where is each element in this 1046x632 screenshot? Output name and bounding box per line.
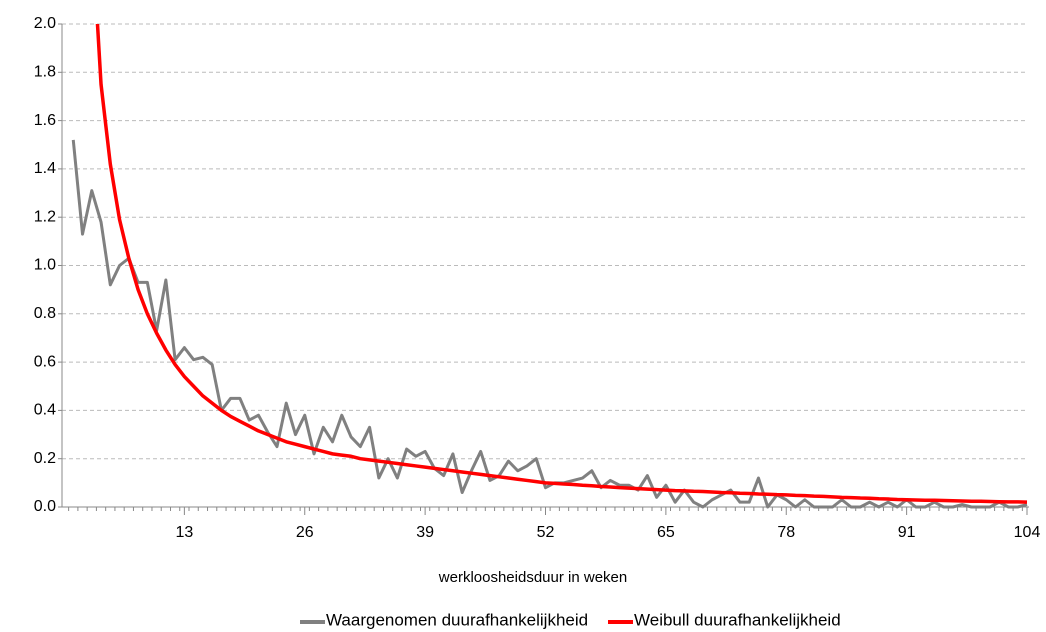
y-tick-label: 0.0 [34, 498, 56, 515]
y-tick-label: 2.0 [34, 15, 56, 32]
x-tick-label: 104 [1014, 524, 1041, 541]
y-tick-label: 1.8 [34, 64, 56, 81]
series-line [95, 24, 1028, 504]
legend-label: Weibull duurafhankelijkheid [634, 610, 841, 629]
y-tick-label: 0.8 [34, 305, 56, 322]
y-tick-label: 1.0 [34, 257, 56, 274]
y-tick-label: 0.6 [34, 353, 56, 370]
y-tick-label: 0.2 [34, 450, 56, 467]
y-tick-label: 1.4 [34, 160, 56, 177]
x-tick-label: 13 [175, 524, 193, 541]
x-axis-label: werkloosheidsduur in weken [438, 569, 627, 586]
plot-area [71, 24, 1028, 509]
x-tick-label: 52 [537, 524, 555, 541]
series-line [71, 139, 1028, 509]
legend-label: Waargenomen duurafhankelijkheid [326, 610, 588, 629]
y-tick-label: 0.4 [34, 402, 56, 419]
x-tick-label: 26 [296, 524, 314, 541]
x-tick-label: 65 [657, 524, 675, 541]
x-tick-label: 39 [416, 524, 434, 541]
x-tick-label: 78 [777, 524, 795, 541]
y-tick-label: 1.2 [34, 208, 56, 225]
x-tick-label: 91 [898, 524, 916, 541]
y-tick-label: 1.6 [34, 112, 56, 129]
